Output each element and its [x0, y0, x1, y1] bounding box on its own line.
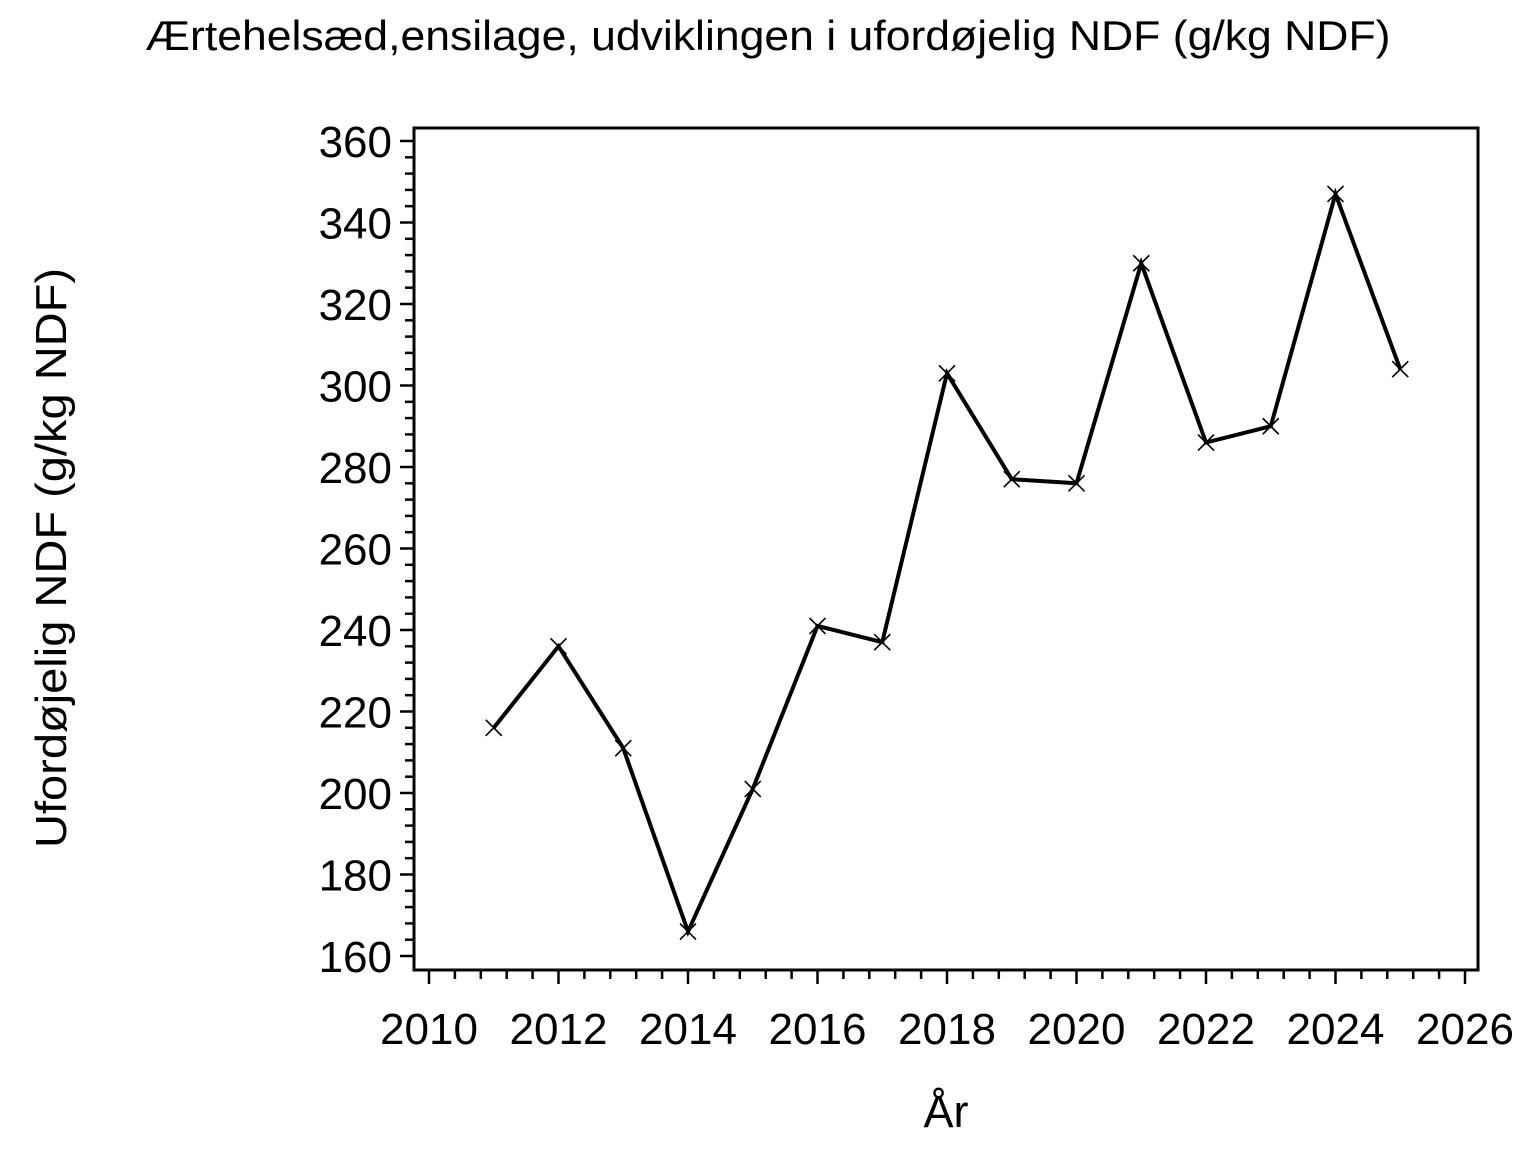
- x-axis-label: År: [924, 1086, 969, 1137]
- y-tick-label: 160: [319, 933, 392, 982]
- plot-area: 160 180 200 220 240 260 280 300 320 340 360 2010 201…: [319, 118, 1514, 1054]
- x-tick-label: 2014: [639, 1005, 737, 1054]
- data-line: [492, 187, 1403, 937]
- x-tick-label: 2024: [1287, 1005, 1385, 1054]
- x-tick-label: 2018: [898, 1005, 996, 1054]
- data-point-marker: [873, 633, 891, 651]
- y-tick-label: 280: [319, 444, 392, 493]
- data-point-marker: [938, 364, 956, 382]
- data-point-marker: [1262, 417, 1280, 435]
- y-tick-label: 340: [319, 200, 392, 249]
- data-point-marker: [1003, 470, 1021, 488]
- y-tick-label: 200: [319, 770, 392, 819]
- x-tick-label: 2022: [1157, 1005, 1255, 1054]
- x-tick-label: 2010: [380, 1005, 478, 1054]
- x-tick-label: 2020: [1028, 1005, 1126, 1054]
- data-point-marker: [1132, 254, 1150, 272]
- y-tick-label: 300: [319, 363, 392, 412]
- data-point-marker: [1197, 433, 1215, 452]
- x-tick-label: 2026: [1416, 1005, 1514, 1054]
- data-point-marker: [614, 739, 632, 757]
- y-tick-label: 240: [319, 607, 392, 656]
- data-point-marker: [1391, 360, 1409, 378]
- plot-frame: [412, 126, 1480, 972]
- data-point-marker: [485, 719, 503, 737]
- y-tick-label: 260: [319, 526, 392, 575]
- data-point-marker: [549, 637, 568, 655]
- data-point-marker: [1326, 185, 1345, 203]
- y-tick-label: 180: [319, 852, 392, 901]
- data-point-marker: [1067, 474, 1086, 492]
- y-tick-label: 220: [319, 689, 392, 738]
- x-tick-label: 2016: [769, 1005, 867, 1054]
- data-point-marker: [744, 780, 762, 798]
- x-tick-label: 2012: [510, 1005, 608, 1054]
- y-tick-label: 360: [319, 118, 392, 167]
- y-axis-label: Ufordøjelig NDF (g/kg NDF): [27, 268, 76, 848]
- data-point-marker: [808, 617, 827, 635]
- y-tick-label: 320: [319, 281, 392, 330]
- data-point-marker: [679, 922, 697, 941]
- chart-title: Ærtehelsæd,ensilage, udviklingen i uford…: [146, 12, 1391, 59]
